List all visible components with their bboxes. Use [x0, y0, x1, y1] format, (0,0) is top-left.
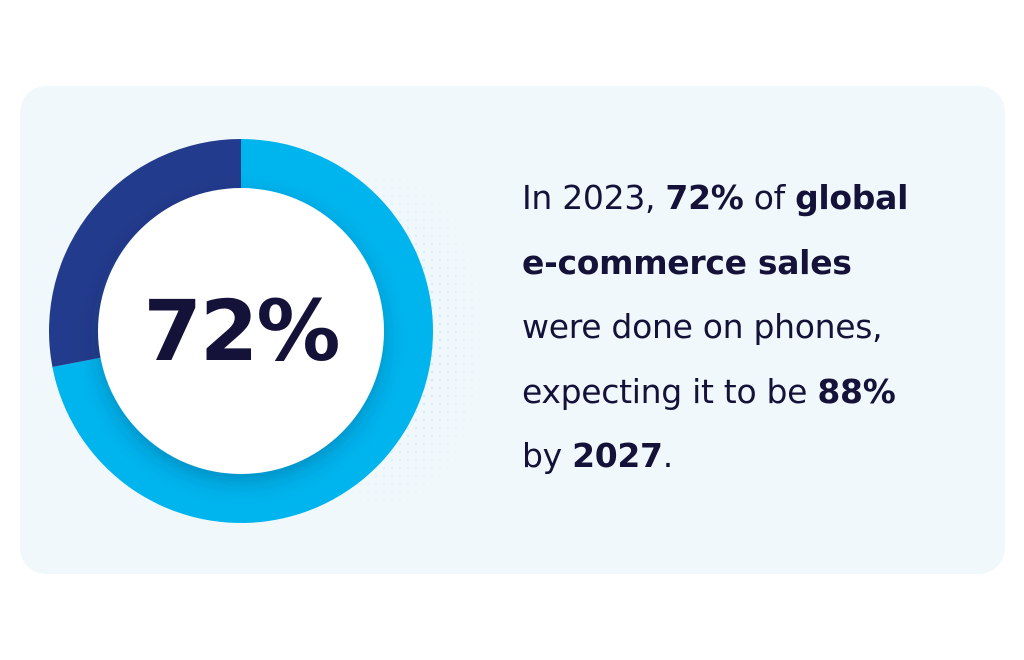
statement-forecast-year: 2027 — [572, 436, 663, 475]
statement-of-text: of — [743, 178, 796, 217]
statement-expecting-text: expecting it to be — [522, 371, 818, 411]
statement-by-text: by — [522, 436, 573, 475]
statement-period: . — [662, 436, 674, 475]
statement-global: global — [795, 178, 909, 217]
statement-line-1: In 2023, 72% of global — [522, 166, 1002, 231]
statement-line-4: expecting it to be 88% — [522, 360, 1002, 425]
statistic-statement: In 2023, 72% of global e-commerce sales … — [522, 166, 1002, 489]
statement-phones-text: were done on phones, — [522, 307, 883, 346]
statement-line-5: by 2027. — [522, 424, 1002, 489]
statement-line-2: e-commerce sales — [522, 231, 1002, 296]
statement-line-3: were done on phones, — [522, 295, 1002, 360]
statement-ecommerce-sales: e-commerce sales — [522, 242, 852, 282]
statement-forecast-percent: 88% — [817, 371, 896, 411]
statement-year-text: In 2023, — [522, 178, 666, 217]
donut-chart — [48, 139, 433, 523]
statement-percent: 72% — [665, 178, 744, 217]
donut-center — [98, 188, 384, 474]
